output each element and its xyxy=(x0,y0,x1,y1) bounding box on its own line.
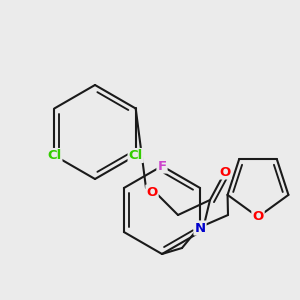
Text: O: O xyxy=(252,211,264,224)
Text: O: O xyxy=(146,185,158,199)
Text: F: F xyxy=(158,160,166,172)
Text: Cl: Cl xyxy=(47,149,62,162)
Text: Cl: Cl xyxy=(129,149,143,162)
Text: N: N xyxy=(194,221,206,235)
Text: O: O xyxy=(219,166,231,178)
